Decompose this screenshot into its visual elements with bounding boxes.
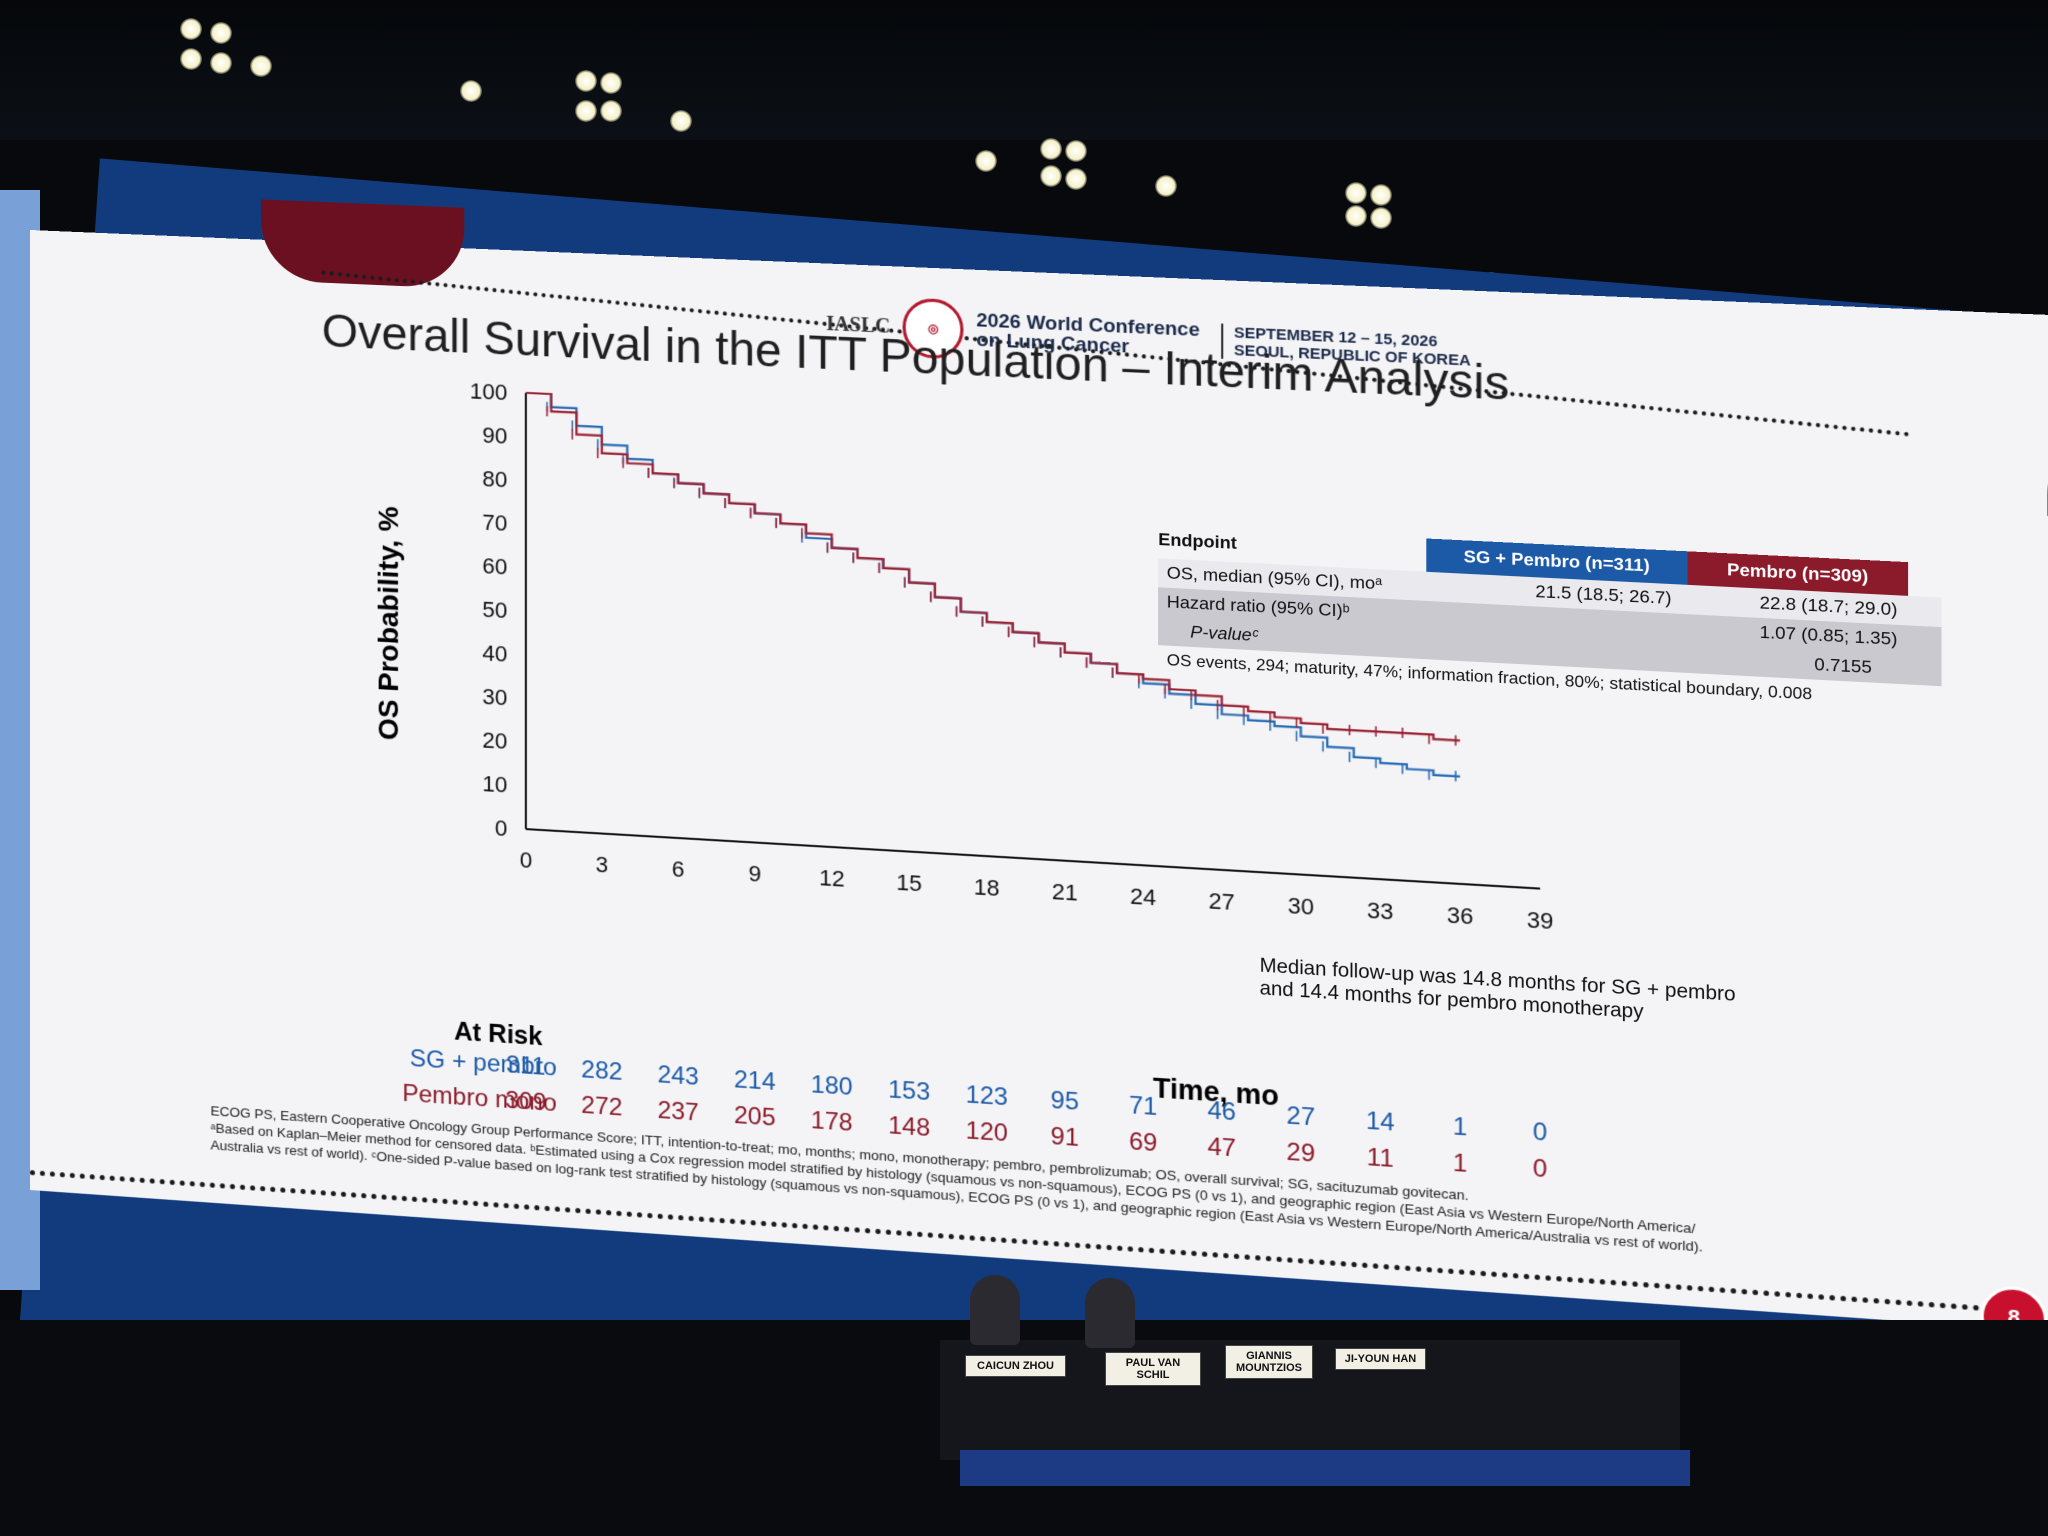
at-risk-value-pembro: 148	[878, 1111, 941, 1144]
x-tick-label: 9	[748, 861, 761, 887]
at-risk-value-pembro: 0	[1508, 1153, 1573, 1187]
stage-light	[1040, 165, 1062, 187]
at-risk-value-sg: 123	[955, 1080, 1018, 1113]
at-risk-value-pembro: 205	[724, 1101, 786, 1134]
y-tick-label: 30	[482, 684, 507, 711]
stage-light	[1370, 207, 1392, 229]
desk-banner	[960, 1450, 1690, 1486]
y-tick-label: 80	[482, 466, 507, 493]
y-tick-label: 90	[482, 422, 507, 449]
at-risk-value-sg: 243	[647, 1060, 709, 1093]
stage-light	[210, 22, 232, 44]
stage-light	[1065, 140, 1087, 162]
x-tick-label: 6	[672, 856, 685, 882]
y-tick-label: 20	[482, 727, 507, 754]
at-risk-value-sg: 27	[1269, 1101, 1333, 1134]
at-risk-value-sg: 1	[1428, 1111, 1493, 1144]
x-tick-label: 27	[1209, 888, 1235, 915]
at-risk-value-sg: 46	[1190, 1095, 1254, 1128]
footnote-abbreviations: ECOG PS, Eastern Cooperative Oncology Gr…	[211, 1102, 2037, 1243]
y-tick-label: 0	[495, 815, 508, 841]
stage-light	[180, 18, 202, 40]
y-tick-label: 60	[482, 553, 507, 580]
x-tick-label: 39	[1527, 907, 1554, 935]
x-tick-label: 12	[819, 865, 845, 892]
name-card: PAUL VAN SCHIL	[1105, 1352, 1201, 1386]
at-risk-value-sg: 14	[1348, 1106, 1413, 1139]
y-tick-label: 10	[482, 771, 507, 798]
at-risk-value-pembro: 69	[1111, 1126, 1175, 1159]
stage-light	[1345, 182, 1367, 204]
y-tick-label: 100	[470, 378, 508, 405]
x-tick-label: 36	[1447, 902, 1473, 930]
stage-light	[975, 150, 997, 172]
stage-light	[210, 52, 232, 74]
stage-light	[1065, 168, 1087, 190]
stage-light	[180, 48, 202, 70]
at-risk-value-pembro: 29	[1269, 1137, 1333, 1170]
stage-light	[600, 100, 622, 122]
at-risk-value-pembro: 47	[1190, 1132, 1254, 1165]
x-tick-label: 21	[1052, 878, 1078, 905]
at-risk-value-pembro: 120	[955, 1116, 1018, 1149]
at-risk-value-pembro: 309	[495, 1086, 557, 1119]
stage-light	[1345, 205, 1367, 227]
stage-light	[600, 72, 622, 94]
x-tick-label: 33	[1367, 897, 1393, 925]
at-risk-value-sg: 180	[800, 1070, 863, 1103]
at-risk-value-pembro: 11	[1348, 1142, 1413, 1175]
at-risk-value-sg: 282	[571, 1055, 633, 1088]
stage-light	[575, 70, 597, 92]
at-risk-value-sg: 214	[724, 1065, 786, 1098]
stage-light	[670, 110, 692, 132]
at-risk-value-sg: 71	[1111, 1090, 1175, 1123]
stage-light	[1370, 184, 1392, 206]
stage-light	[250, 55, 272, 77]
x-tick-label: 30	[1288, 892, 1314, 920]
x-tick-label: 0	[520, 847, 533, 873]
at-risk-value-sg: 95	[1033, 1085, 1097, 1118]
at-risk-value-pembro: 272	[571, 1091, 633, 1124]
name-card: CAICUN ZHOU	[965, 1355, 1066, 1377]
at-risk-title: At Risk	[454, 1017, 542, 1052]
ceiling-truss	[0, 0, 2048, 140]
stage-light	[1040, 138, 1062, 160]
at-risk-value-pembro: 178	[800, 1106, 863, 1139]
at-risk-value-pembro: 1	[1428, 1147, 1493, 1180]
at-risk-value-sg: 0	[1508, 1116, 1573, 1150]
y-tick-label: 40	[482, 640, 507, 667]
name-card: GIANNIS MOUNTZIOS	[1225, 1345, 1313, 1379]
y-axis-label: OS Probability, %	[373, 506, 406, 741]
panelist	[970, 1275, 1020, 1345]
at-risk-value-sg: 153	[878, 1075, 941, 1108]
y-tick-label: 70	[482, 509, 507, 536]
at-risk-value-pembro: 91	[1033, 1121, 1097, 1154]
presentation-slide: IASLC ◎ 2026 World Conference on Lung Ca…	[30, 230, 2048, 1338]
x-tick-label: 18	[974, 874, 1000, 901]
at-risk-value-pembro: 237	[647, 1096, 709, 1129]
stage-light	[460, 80, 482, 102]
x-tick-label: 24	[1130, 883, 1156, 910]
stage-light	[1155, 175, 1177, 197]
stage-light	[575, 100, 597, 122]
y-tick-label: 50	[482, 597, 507, 624]
panelist	[1085, 1278, 1135, 1348]
x-tick-label: 15	[896, 869, 922, 896]
at-risk-value-sg: 311	[495, 1050, 557, 1082]
x-tick-label: 3	[596, 851, 609, 877]
name-card: JI-YOUN HAN	[1335, 1348, 1426, 1370]
